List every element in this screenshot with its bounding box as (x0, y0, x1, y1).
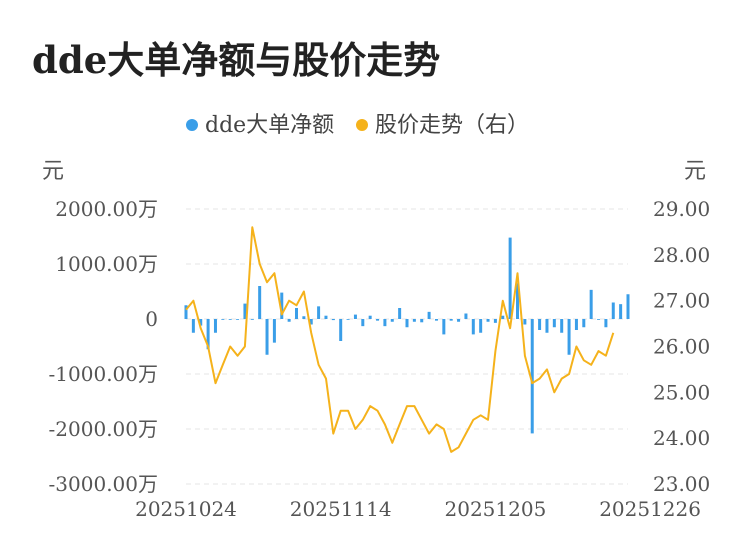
bar (221, 319, 225, 320)
bar (486, 319, 490, 322)
bar (567, 319, 571, 355)
right-axis-unit: 元 (684, 159, 706, 184)
left-tick-label: -2000.00万 (49, 417, 158, 441)
bar (412, 319, 416, 322)
x-tick-label: 20251205 (445, 497, 547, 521)
x-tick-label: 20251226 (599, 497, 701, 521)
bar (560, 319, 564, 333)
bar (184, 305, 188, 319)
bar (589, 289, 593, 319)
right-tick-label: 26.00 (653, 335, 710, 359)
bar (574, 319, 578, 330)
price-line (185, 226, 615, 453)
right-tick-label: 23.00 (653, 472, 710, 496)
bar (479, 319, 483, 333)
left-tick-label: -1000.00万 (49, 362, 158, 386)
bar (228, 319, 232, 320)
bar (383, 319, 387, 327)
bar (530, 319, 534, 434)
legend-marker (356, 119, 368, 131)
bar (516, 283, 519, 319)
bar (324, 315, 328, 319)
left-tick-label: 2000.00万 (55, 197, 158, 221)
bar (405, 319, 409, 328)
bar (272, 319, 276, 343)
bar (191, 319, 195, 333)
bar (390, 319, 394, 322)
right-tick-label: 28.00 (653, 243, 710, 267)
chart-title: dde大单净额与股价走势 (32, 38, 441, 82)
legend-label: 股价走势（右） (375, 113, 529, 138)
bar (626, 294, 630, 319)
bar (295, 308, 298, 319)
right-tick-label: 24.00 (653, 426, 710, 450)
bar (258, 286, 262, 319)
bar (457, 319, 461, 322)
bar (582, 319, 586, 328)
bar (420, 319, 424, 323)
bar (206, 319, 210, 350)
bar (545, 319, 549, 333)
bar (361, 319, 365, 327)
bar (442, 319, 446, 335)
left-tick-label: 1000.00万 (55, 252, 158, 276)
legend-label: dde大单净额 (205, 113, 334, 138)
bar (280, 292, 284, 319)
bar (493, 319, 497, 323)
bar (552, 319, 556, 328)
bar (538, 319, 542, 330)
left-axis-unit: 元 (42, 159, 64, 184)
left-tick-label: -3000.00万 (49, 472, 158, 496)
bar (250, 319, 254, 320)
bar (213, 319, 217, 333)
x-tick-label: 20251024 (135, 497, 237, 521)
bar (243, 303, 247, 319)
bar (449, 319, 453, 321)
bar (287, 319, 291, 322)
bar (309, 319, 313, 325)
bar (508, 237, 512, 319)
bar (331, 319, 335, 321)
right-tick-label: 25.00 (653, 380, 710, 404)
bar (317, 306, 321, 319)
left-tick-label: 0 (145, 307, 158, 331)
bar (398, 308, 402, 319)
bar (265, 319, 269, 355)
bar (346, 319, 350, 320)
bar (604, 319, 608, 328)
bar (368, 315, 372, 319)
bar (471, 319, 475, 335)
bar (236, 319, 240, 320)
bar (523, 319, 527, 325)
bar (302, 316, 306, 319)
bar (427, 311, 431, 319)
bar (597, 319, 601, 320)
bar (611, 302, 615, 319)
bar (619, 304, 623, 319)
bar (434, 319, 438, 321)
x-tick-label: 20251114 (290, 497, 392, 521)
bar (501, 315, 505, 319)
bar (376, 319, 380, 321)
legend-marker (186, 119, 198, 131)
bar (199, 319, 203, 326)
bar (353, 314, 357, 319)
right-tick-label: 27.00 (653, 289, 710, 313)
bar (339, 319, 343, 341)
right-tick-label: 29.00 (653, 197, 710, 221)
bar (464, 313, 468, 319)
